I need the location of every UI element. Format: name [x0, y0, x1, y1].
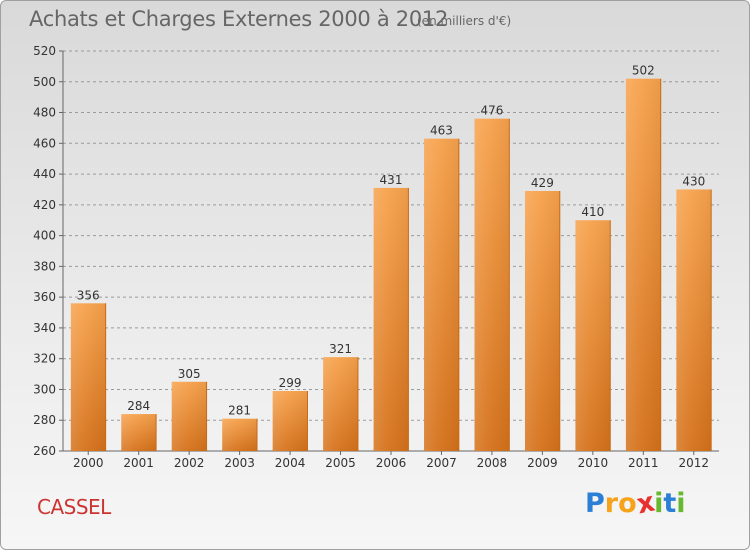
bar-shine: [575, 220, 611, 451]
y-tick-label: 480: [33, 106, 56, 120]
value-label: 356: [77, 288, 100, 302]
chart-subtitle: (en milliers d'€): [417, 14, 512, 28]
value-label: 305: [178, 367, 201, 381]
logo-letter: t: [663, 488, 677, 519]
value-label: 430: [682, 174, 705, 188]
bar-shine: [222, 418, 258, 451]
y-tick-label: 360: [33, 290, 56, 304]
value-label: 284: [127, 399, 150, 413]
y-tick-label: 460: [33, 136, 56, 150]
bar-shine: [676, 189, 712, 451]
value-label: 463: [430, 124, 453, 138]
y-tick-label: 300: [33, 382, 56, 396]
value-label: 431: [380, 173, 403, 187]
bar-shine: [373, 187, 409, 451]
x-tick-label: 2001: [123, 456, 154, 470]
y-tick-label: 500: [33, 75, 56, 89]
x-tick-label: 2006: [376, 456, 407, 470]
bar-shine: [171, 381, 207, 451]
x-tick-label: 2009: [527, 456, 558, 470]
y-tick-label: 400: [33, 229, 56, 243]
y-tick-label: 280: [33, 413, 56, 427]
bar-shine: [272, 391, 308, 451]
y-tick-label: 320: [33, 352, 56, 366]
bar-shine: [323, 357, 358, 451]
value-label: 502: [632, 64, 655, 78]
logo-letter: P: [585, 488, 605, 519]
y-tick-label: 520: [33, 44, 56, 58]
y-tick-label: 440: [33, 167, 56, 181]
x-tick-label: 2000: [73, 456, 104, 470]
commune-name: CASSEL: [37, 495, 111, 519]
value-label: 429: [531, 176, 554, 190]
x-tick-label: 2010: [578, 456, 609, 470]
x-tick-label: 2007: [426, 456, 457, 470]
proxiti-logo: Proxiti: [585, 487, 686, 521]
x-tick-label: 2012: [678, 456, 709, 470]
bar-shine: [121, 414, 157, 451]
value-label: 476: [480, 104, 503, 118]
x-tick-label: 2002: [174, 456, 205, 470]
bars: [70, 78, 712, 451]
logo-letter: i: [676, 488, 686, 519]
logo-letter: o: [618, 488, 637, 519]
y-tick-label: 340: [33, 321, 56, 335]
y-tick-label: 380: [33, 259, 56, 273]
chart-title: Achats et Charges Externes 2000 à 2012: [29, 7, 449, 31]
bar-shine: [625, 78, 661, 451]
value-label: 281: [228, 404, 251, 418]
value-label: 299: [279, 376, 302, 390]
x-tick-label: 2004: [275, 456, 306, 470]
x-tick-label: 2003: [224, 456, 255, 470]
bar-shine: [474, 118, 510, 451]
x-tick-label: 2005: [325, 456, 356, 470]
logo-letter: i: [654, 488, 664, 519]
bar-shine: [70, 303, 106, 451]
bar-shine: [424, 138, 459, 451]
x-tick-label: 2011: [628, 456, 659, 470]
value-label: 321: [329, 342, 352, 356]
y-tick-label: 260: [33, 444, 56, 458]
axes: 260 280 300 320 340 360 380 400 420 440 460 480 500 5…: [33, 44, 719, 470]
value-labels: 356 284 305 281 299 321 431 463 476 429 410 502 430: [77, 64, 705, 418]
x-tick-label: 2008: [477, 456, 508, 470]
value-label: 410: [581, 205, 604, 219]
bar-shine: [524, 191, 560, 451]
y-tick-label: 420: [33, 198, 56, 212]
logo-letter: r: [604, 488, 619, 519]
